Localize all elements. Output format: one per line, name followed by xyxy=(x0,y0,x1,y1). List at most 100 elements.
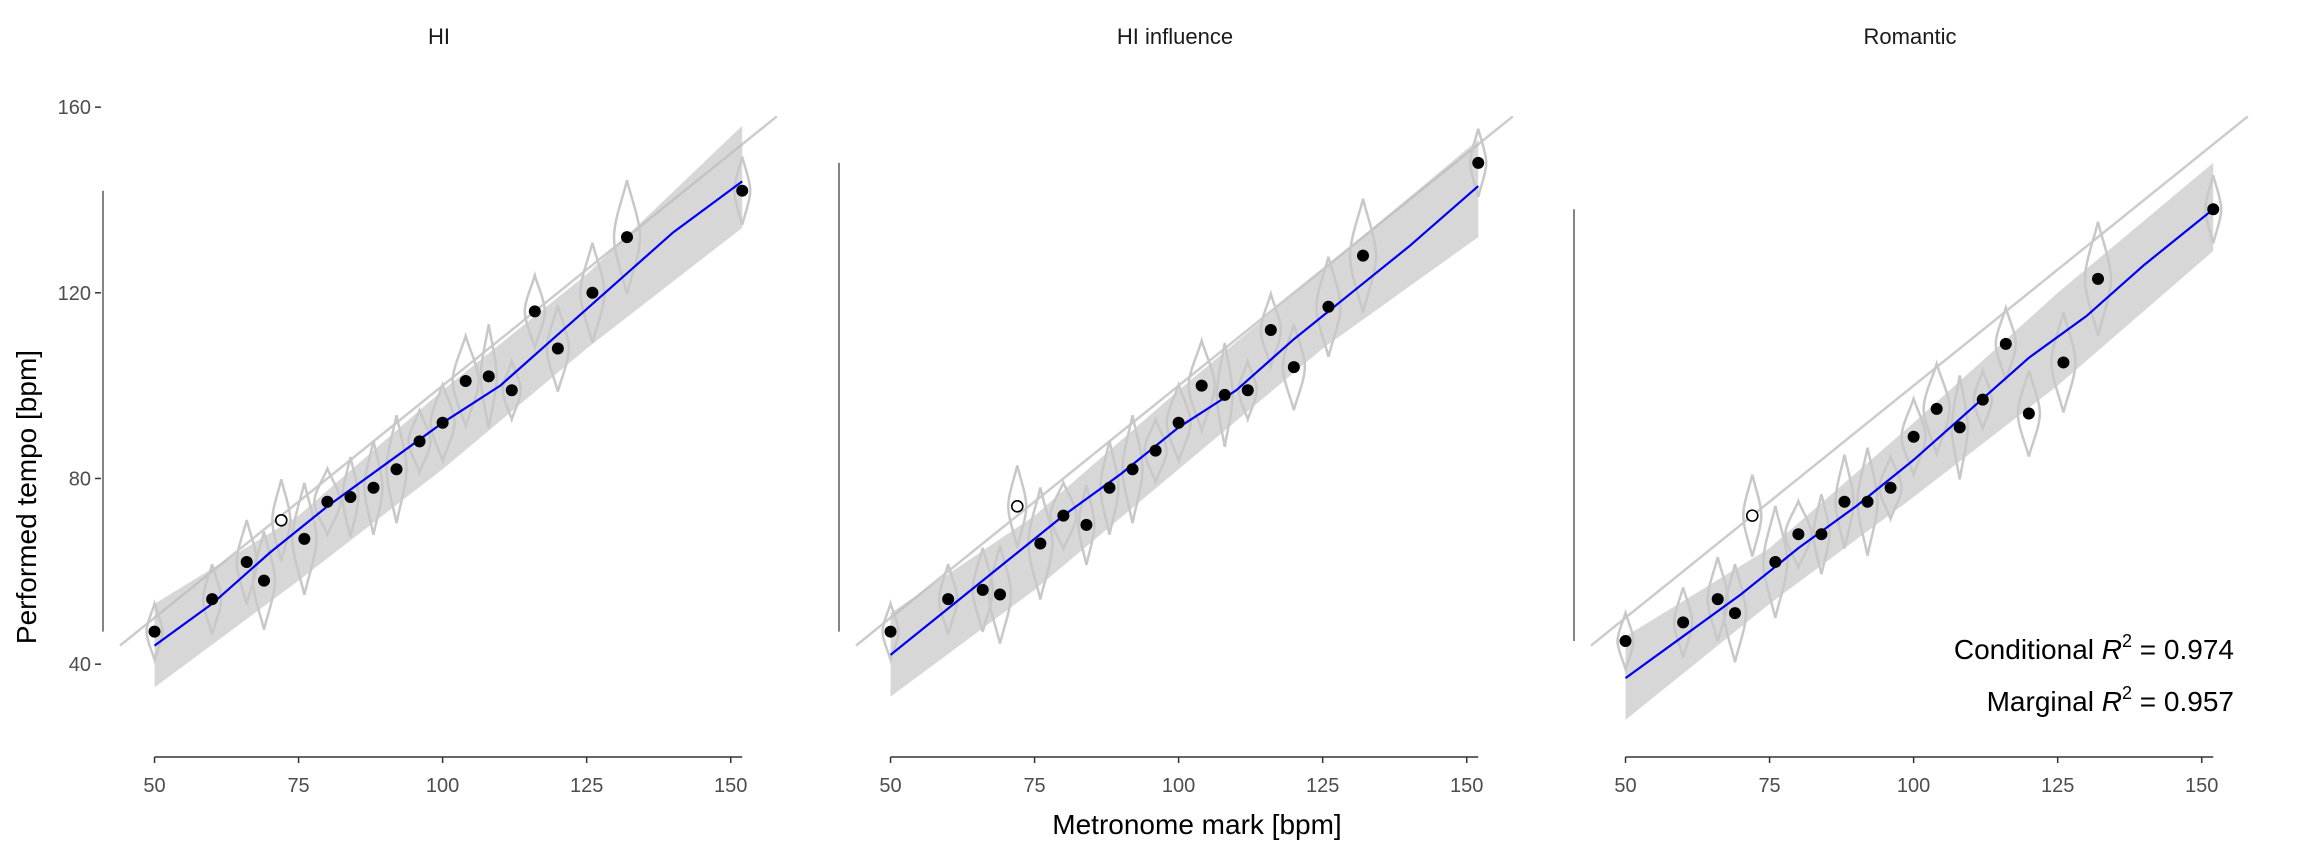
x-tick-label: 125 xyxy=(2041,775,2074,797)
violin xyxy=(1237,357,1259,424)
data-point xyxy=(976,583,989,596)
data-point xyxy=(413,435,426,448)
data-point xyxy=(884,625,897,638)
violin xyxy=(271,478,292,562)
data-point xyxy=(1677,616,1690,629)
panel-2: Romantic 50 75 100 125 150 Conditional R2 = 0.… xyxy=(1573,24,2249,797)
x-tick-label: 150 xyxy=(2185,775,2218,797)
violin xyxy=(1187,336,1216,436)
violin xyxy=(1165,380,1192,465)
y-tick-label: 120 xyxy=(58,283,91,305)
data-point xyxy=(240,556,253,569)
violin xyxy=(523,270,547,353)
y-tick-label: 80 xyxy=(69,468,91,490)
data-point xyxy=(482,370,495,383)
violin xyxy=(1994,303,2018,385)
data-point xyxy=(206,593,219,606)
violin xyxy=(1215,342,1234,448)
violin xyxy=(363,440,384,536)
data-point xyxy=(2092,272,2104,285)
data-point xyxy=(1472,156,1485,169)
open-data-point xyxy=(274,513,288,527)
violin xyxy=(1672,587,1694,658)
data-point xyxy=(1838,495,1851,508)
x-tick-label: 100 xyxy=(1897,775,1930,797)
data-point xyxy=(1195,379,1208,392)
panel-title: HI xyxy=(428,24,450,49)
data-point xyxy=(1815,528,1828,541)
violin xyxy=(145,599,164,665)
data-point xyxy=(459,375,472,388)
violin xyxy=(1812,493,1831,575)
data-point xyxy=(344,491,357,504)
data-point xyxy=(942,593,955,606)
confidence-ribbon xyxy=(154,125,743,688)
data-point xyxy=(321,495,334,508)
x-tick-label: 125 xyxy=(1306,775,1339,797)
panel-title: HI influence xyxy=(1117,24,1233,49)
violin xyxy=(1762,505,1789,619)
violin xyxy=(291,482,318,596)
data-point xyxy=(1218,388,1231,401)
violin xyxy=(1049,479,1078,553)
x-tick-label: 75 xyxy=(287,775,309,797)
x-tick-label: 125 xyxy=(570,775,603,797)
data-point xyxy=(736,184,749,197)
violin xyxy=(1077,484,1096,566)
data-point xyxy=(505,384,518,397)
x-tick-label: 150 xyxy=(1450,775,1483,797)
x-tick-label: 100 xyxy=(426,775,459,797)
data-point xyxy=(1172,416,1185,429)
violin xyxy=(2083,221,2113,337)
data-point xyxy=(1930,402,1943,415)
violin xyxy=(987,545,1013,644)
data-point xyxy=(1999,337,2012,350)
data-point xyxy=(1126,463,1139,476)
violin xyxy=(1616,608,1635,674)
data-point xyxy=(1357,249,1369,262)
violin xyxy=(201,563,223,635)
violin xyxy=(235,519,258,605)
confidence-ribbon xyxy=(890,139,1479,697)
violin xyxy=(2050,312,2077,413)
violin xyxy=(1834,454,1855,549)
violin xyxy=(1900,394,1927,479)
violin xyxy=(881,599,900,665)
data-point xyxy=(1287,361,1300,374)
violin xyxy=(1121,414,1144,524)
violin xyxy=(1922,359,1951,459)
open-data-point xyxy=(1010,500,1024,513)
panel-1: HI influence 50 75 100 125 150 xyxy=(838,24,1514,797)
data-point xyxy=(1322,300,1335,313)
x-tick-label: 50 xyxy=(879,775,901,797)
data-point xyxy=(2022,407,2035,420)
data-point xyxy=(436,416,449,429)
panel-0: HI 50 75 100 125 150 xyxy=(102,24,778,797)
x-tick-label: 100 xyxy=(1162,775,1195,797)
y-tick-label: 40 xyxy=(69,654,91,676)
data-point xyxy=(1711,593,1724,606)
data-point xyxy=(1976,393,1989,406)
violin xyxy=(1099,440,1120,536)
violin xyxy=(479,324,498,429)
violin xyxy=(1784,497,1813,571)
r-squared-annotation: Marginal R2 = 0.957 xyxy=(1987,683,2234,717)
data-point xyxy=(1103,481,1116,494)
violin xyxy=(385,414,408,524)
violin xyxy=(612,179,642,295)
data-point xyxy=(994,588,1006,601)
confidence-ribbon xyxy=(1625,162,2214,720)
violin xyxy=(732,156,752,225)
data-point xyxy=(1619,634,1632,647)
data-point xyxy=(148,625,161,638)
data-point xyxy=(1729,607,1741,620)
data-point xyxy=(621,231,633,244)
data-point xyxy=(1080,518,1093,531)
data-point xyxy=(2207,203,2220,216)
violin xyxy=(1315,256,1342,358)
open-data-point xyxy=(1745,509,1759,522)
violin xyxy=(579,242,606,344)
violin xyxy=(1706,556,1729,642)
x-tick-label: 150 xyxy=(714,775,747,797)
